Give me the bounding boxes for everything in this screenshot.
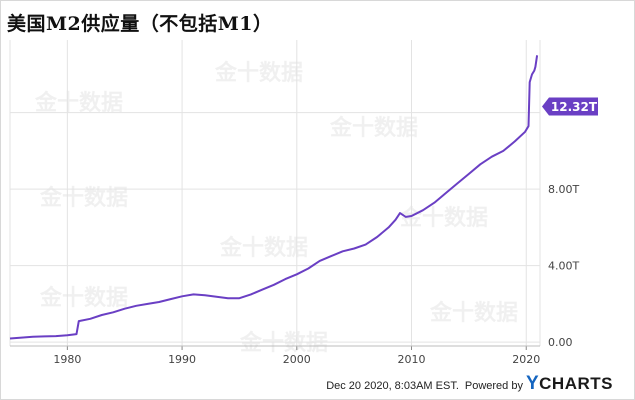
last-value-tag xyxy=(542,97,598,116)
x-tick-label: 1980 xyxy=(53,353,81,366)
timestamp: Dec 20 2020, 8:03AM EST. xyxy=(326,380,459,392)
watermark-text: 金十数据 xyxy=(329,115,418,141)
watermark-text: 金十数据 xyxy=(34,90,123,116)
ycharts-logo[interactable]: YCHARTS xyxy=(526,373,613,395)
page-title: 美国M2供应量（不包括M1） xyxy=(7,13,273,35)
last-value-text: 12.32T xyxy=(551,100,598,114)
ycharts-logo-text: CHARTS xyxy=(539,374,613,393)
x-tick-label: 2020 xyxy=(512,353,540,366)
y-tick-label: 8.00T xyxy=(548,183,579,196)
ycharts-logo-y: Y xyxy=(525,373,540,394)
watermark-text: 金十数据 xyxy=(429,300,518,326)
y-tick-label: 4.00T xyxy=(548,260,579,273)
chart-footer: Dec 20 2020, 8:03AM EST. Powered by YCHA… xyxy=(326,373,613,395)
x-tick-label: 2010 xyxy=(398,353,426,366)
watermark-text: 金十数据 xyxy=(239,330,328,356)
y-tick-label: 0.00 xyxy=(548,336,573,349)
series-line-m2 xyxy=(9,55,539,340)
y-axis: 0.00 4.00T 8.00T xyxy=(548,183,579,349)
last-value-label: 12.32T xyxy=(542,97,598,116)
x-tick-label: 1990 xyxy=(168,353,196,366)
watermark-text: 金十数据 xyxy=(399,205,488,231)
powered-by-text: Powered by xyxy=(464,380,523,392)
watermark-text: 金十数据 xyxy=(39,285,128,311)
x-axis: 1980 1990 2000 2010 2020 xyxy=(10,345,540,366)
x-tick-label: 2000 xyxy=(283,353,311,366)
watermark-text: 金十数据 xyxy=(214,60,303,86)
watermark-text: 金十数据 xyxy=(219,235,308,261)
